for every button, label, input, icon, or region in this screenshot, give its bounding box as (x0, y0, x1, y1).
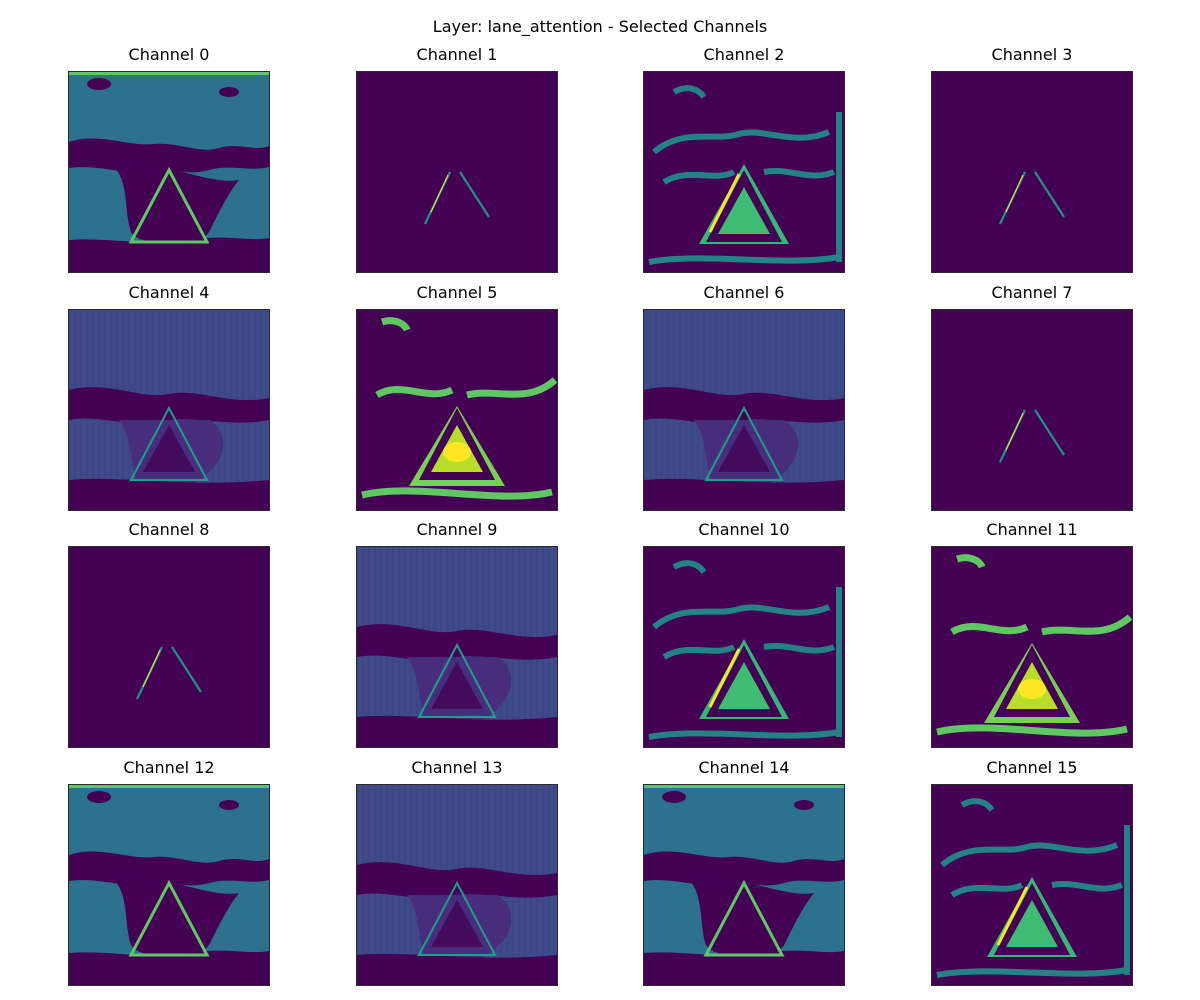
channel-heatmap (643, 546, 845, 748)
channel-title: Channel 0 (38, 45, 300, 65)
heatmap-image (644, 310, 844, 510)
channel-heatmap (643, 309, 845, 511)
channel-heatmap (931, 546, 1133, 748)
heatmap-image (69, 547, 269, 747)
channel-title: Channel 12 (38, 758, 300, 778)
channel-heatmap (68, 71, 270, 273)
heatmap-image (644, 547, 844, 747)
heatmap-image (357, 310, 557, 510)
heatmap-image (69, 72, 269, 272)
channel-title: Channel 4 (38, 283, 300, 303)
heatmap-image (932, 72, 1132, 272)
channel-heatmap (931, 309, 1133, 511)
heatmap-image (69, 310, 269, 510)
channel-heatmap (931, 784, 1133, 986)
heatmap-image (932, 547, 1132, 747)
channel-title: Channel 11 (901, 520, 1163, 540)
channel-heatmap (68, 784, 270, 986)
channel-title: Channel 3 (901, 45, 1163, 65)
channel-title: Channel 1 (326, 45, 588, 65)
channel-title: Channel 13 (326, 758, 588, 778)
channel-heatmap (356, 784, 558, 986)
channel-heatmap (931, 71, 1133, 273)
channel-heatmap (356, 546, 558, 748)
channel-title: Channel 10 (613, 520, 875, 540)
heatmap-image (644, 785, 844, 985)
channel-heatmap (68, 309, 270, 511)
figure-title: Layer: lane_attention - Selected Channel… (0, 17, 1200, 37)
channel-heatmap (356, 309, 558, 511)
heatmap-image (644, 72, 844, 272)
channel-heatmap (643, 71, 845, 273)
channel-title: Channel 5 (326, 283, 588, 303)
heatmap-image (69, 785, 269, 985)
channel-title: Channel 15 (901, 758, 1163, 778)
channel-heatmap (356, 71, 558, 273)
channel-title: Channel 14 (613, 758, 875, 778)
channel-title: Channel 2 (613, 45, 875, 65)
channel-title: Channel 7 (901, 283, 1163, 303)
channel-title: Channel 6 (613, 283, 875, 303)
channel-title: Channel 8 (38, 520, 300, 540)
heatmap-image (932, 785, 1132, 985)
heatmap-image (357, 72, 557, 272)
heatmap-image (932, 310, 1132, 510)
channel-title: Channel 9 (326, 520, 588, 540)
channel-heatmap (643, 784, 845, 986)
heatmap-image (357, 547, 557, 747)
channel-heatmap (68, 546, 270, 748)
heatmap-image (357, 785, 557, 985)
